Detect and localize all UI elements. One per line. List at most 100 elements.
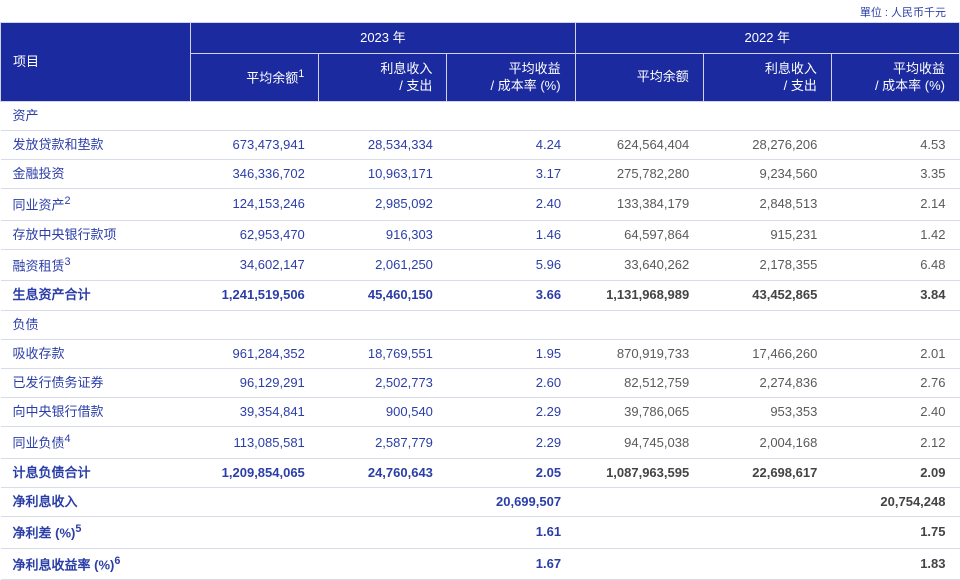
- th-avg-balance-23: 平均余额1: [191, 53, 319, 101]
- cell: 2.40: [831, 398, 959, 427]
- table-row: 已发行债务证券 96,129,291 2,502,773 2.60 82,512…: [1, 368, 960, 397]
- cell: 133,384,179: [575, 189, 703, 221]
- cell: 9,234,560: [703, 160, 831, 189]
- row-label: 净利息收入: [1, 488, 191, 517]
- cell: 1.67: [191, 548, 575, 580]
- table-header: 项目 2023 年 2022 年 平均余额1 利息收入 / 支出 平均收益 / …: [1, 23, 960, 102]
- cell: 39,786,065: [575, 398, 703, 427]
- cell: 24,760,643: [319, 458, 447, 487]
- cell: 3.84: [831, 281, 959, 310]
- cell: 64,597,864: [575, 220, 703, 249]
- th-rate-23: 平均收益 / 成本率 (%): [447, 53, 575, 101]
- cell: 1.83: [575, 548, 959, 580]
- cell: 20,754,248: [575, 488, 959, 517]
- cell: 18,769,551: [319, 339, 447, 368]
- cell: 1.46: [447, 220, 575, 249]
- unit-label: 單位 : 人民币千元: [0, 0, 960, 22]
- th-interest-23: 利息收入 / 支出: [319, 53, 447, 101]
- financial-table: 项目 2023 年 2022 年 平均余额1 利息收入 / 支出 平均收益 / …: [0, 22, 960, 580]
- section-assets: 资产: [1, 101, 960, 130]
- row-label: 吸收存款: [1, 339, 191, 368]
- cell: 1.42: [831, 220, 959, 249]
- cell: 17,466,260: [703, 339, 831, 368]
- cell: 1.61: [191, 517, 575, 549]
- cell: 33,640,262: [575, 249, 703, 281]
- row-label: 净利差 (%)5: [1, 517, 191, 549]
- cell: 28,534,334: [319, 130, 447, 159]
- table-body: 资产 发放贷款和垫款 673,473,941 28,534,334 4.24 6…: [1, 101, 960, 580]
- row-label: 生息资产合计: [1, 281, 191, 310]
- cell: 4.53: [831, 130, 959, 159]
- table-row: 吸收存款 961,284,352 18,769,551 1.95 870,919…: [1, 339, 960, 368]
- cell: 673,473,941: [191, 130, 319, 159]
- cell: 6.48: [831, 249, 959, 281]
- th-rate-22: 平均收益 / 成本率 (%): [831, 53, 959, 101]
- cell: 96,129,291: [191, 368, 319, 397]
- table-row-total: 生息资产合计 1,241,519,506 45,460,150 3.66 1,1…: [1, 281, 960, 310]
- th-y2022: 2022 年: [575, 23, 959, 54]
- cell: 2,178,355: [703, 249, 831, 281]
- cell: 2,848,513: [703, 189, 831, 221]
- th-y2023: 2023 年: [191, 23, 575, 54]
- table-row: 融资租赁3 34,602,147 2,061,250 5.96 33,640,2…: [1, 249, 960, 281]
- row-label: 计息负债合计: [1, 458, 191, 487]
- cell: 2.12: [831, 427, 959, 459]
- row-label: 同业负债4: [1, 427, 191, 459]
- cell: 2,061,250: [319, 249, 447, 281]
- cell: 2,004,168: [703, 427, 831, 459]
- cell: 5.96: [447, 249, 575, 281]
- cell: 2.09: [831, 458, 959, 487]
- cell: 124,153,246: [191, 189, 319, 221]
- cell: 2,587,779: [319, 427, 447, 459]
- cell: 2.76: [831, 368, 959, 397]
- cell: 2,274,836: [703, 368, 831, 397]
- row-label: 金融投资: [1, 160, 191, 189]
- cell: 4.24: [447, 130, 575, 159]
- cell: 915,231: [703, 220, 831, 249]
- cell: 1.75: [575, 517, 959, 549]
- cell: 43,452,865: [703, 281, 831, 310]
- row-label: 融资租赁3: [1, 249, 191, 281]
- row-label: 存放中央银行款项: [1, 220, 191, 249]
- cell: 1.95: [447, 339, 575, 368]
- cell: 2.40: [447, 189, 575, 221]
- table-row: 发放贷款和垫款 673,473,941 28,534,334 4.24 624,…: [1, 130, 960, 159]
- cell: 1,241,519,506: [191, 281, 319, 310]
- cell: 2.29: [447, 427, 575, 459]
- row-label: 净利息收益率 (%)6: [1, 548, 191, 580]
- cell: 953,353: [703, 398, 831, 427]
- row-label: 同业资产2: [1, 189, 191, 221]
- cell: 3.17: [447, 160, 575, 189]
- cell: 2,502,773: [319, 368, 447, 397]
- table-row-nim: 净利息收益率 (%)6 1.67 1.83: [1, 548, 960, 580]
- th-item: 项目: [1, 23, 191, 102]
- cell: 2.05: [447, 458, 575, 487]
- cell: 275,782,280: [575, 160, 703, 189]
- cell: 3.66: [447, 281, 575, 310]
- cell: 10,963,171: [319, 160, 447, 189]
- cell: 2.14: [831, 189, 959, 221]
- cell: 2,985,092: [319, 189, 447, 221]
- cell: 961,284,352: [191, 339, 319, 368]
- cell: 94,745,038: [575, 427, 703, 459]
- row-label: 向中央银行借款: [1, 398, 191, 427]
- th-avg-balance-22: 平均余额: [575, 53, 703, 101]
- section-liab: 负债: [1, 310, 960, 339]
- cell: 1,131,968,989: [575, 281, 703, 310]
- table-row: 同业负债4 113,085,581 2,587,779 2.29 94,745,…: [1, 427, 960, 459]
- cell: 624,564,404: [575, 130, 703, 159]
- table-row: 向中央银行借款 39,354,841 900,540 2.29 39,786,0…: [1, 398, 960, 427]
- th-interest-22: 利息收入 / 支出: [703, 53, 831, 101]
- cell: 900,540: [319, 398, 447, 427]
- cell: 82,512,759: [575, 368, 703, 397]
- table-row-total: 计息负债合计 1,209,854,065 24,760,643 2.05 1,0…: [1, 458, 960, 487]
- cell: 45,460,150: [319, 281, 447, 310]
- cell: 20,699,507: [191, 488, 575, 517]
- row-label: 发放贷款和垫款: [1, 130, 191, 159]
- cell: 2.29: [447, 398, 575, 427]
- table-row-spread: 净利差 (%)5 1.61 1.75: [1, 517, 960, 549]
- cell: 62,953,470: [191, 220, 319, 249]
- cell: 1,209,854,065: [191, 458, 319, 487]
- cell: 34,602,147: [191, 249, 319, 281]
- cell: 28,276,206: [703, 130, 831, 159]
